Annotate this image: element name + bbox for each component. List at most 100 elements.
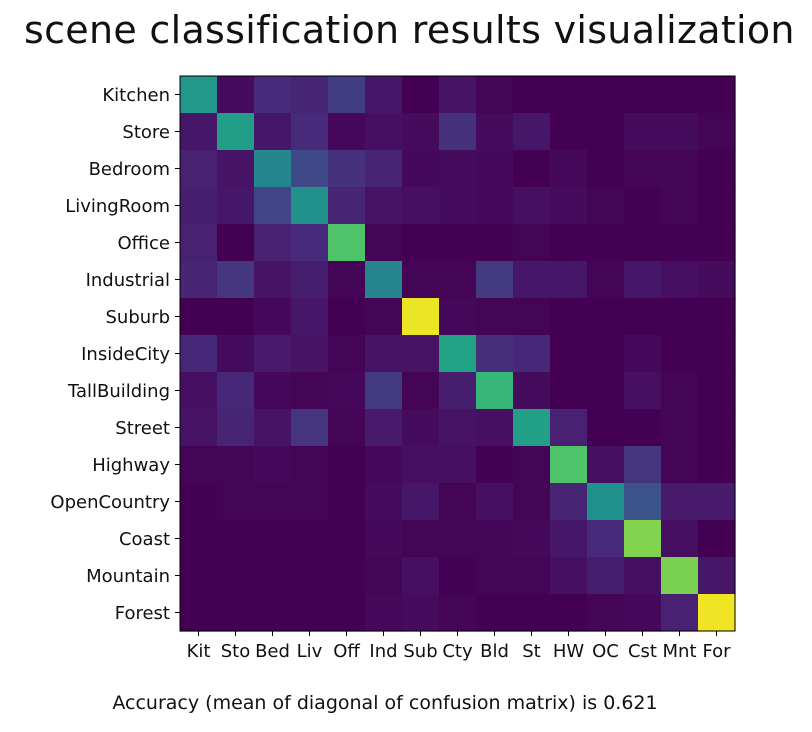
- heatmap-cell: [550, 594, 588, 632]
- heatmap-cell: [217, 594, 255, 632]
- heatmap-cell: [624, 483, 662, 521]
- heatmap-cell: [624, 150, 662, 188]
- heatmap-cell: [291, 483, 329, 521]
- heatmap-cell: [328, 483, 366, 521]
- heatmap-cell: [550, 113, 588, 151]
- heatmap-cell: [698, 187, 736, 225]
- heatmap-cell: [661, 113, 699, 151]
- heatmap-cell: [328, 594, 366, 632]
- heatmap-cell: [550, 76, 588, 114]
- y-tick-label: Kitchen: [102, 85, 170, 106]
- heatmap-cell: [624, 187, 662, 225]
- heatmap-cell: [402, 76, 440, 114]
- heatmap-cell: [661, 372, 699, 410]
- y-tick-label: Forest: [115, 603, 170, 624]
- heatmap-cell: [180, 261, 218, 299]
- y-tick-label: Highway: [92, 455, 170, 476]
- heatmap-cell: [254, 520, 292, 558]
- y-tick-label: OpenCountry: [50, 492, 170, 513]
- heatmap-cell: [550, 224, 588, 262]
- heatmap-cell: [291, 224, 329, 262]
- heatmap-cell: [661, 483, 699, 521]
- heatmap-cell: [513, 187, 551, 225]
- heatmap-cell: [513, 298, 551, 336]
- heatmap-cell: [513, 446, 551, 484]
- heatmap-cell: [624, 298, 662, 336]
- heatmap-cell: [254, 483, 292, 521]
- heatmap-cell: [365, 372, 403, 410]
- heatmap-cell: [328, 150, 366, 188]
- heatmap-cell: [513, 594, 551, 632]
- heatmap-cell: [254, 446, 292, 484]
- heatmap-cell: [439, 113, 477, 151]
- heatmap-cell: [476, 520, 514, 558]
- heatmap-cell: [698, 224, 736, 262]
- heatmap-cell: [476, 224, 514, 262]
- heatmap-cell: [661, 76, 699, 114]
- heatmap-cell: [180, 187, 218, 225]
- heatmap-cell: [402, 409, 440, 447]
- heatmap-cell: [476, 298, 514, 336]
- heatmap-cell: [513, 76, 551, 114]
- x-tick-label: Bld: [480, 641, 509, 662]
- heatmap-cell: [365, 150, 403, 188]
- heatmap-cell: [661, 261, 699, 299]
- heatmap-cell: [698, 372, 736, 410]
- heatmap-cell: [439, 335, 477, 373]
- heatmap-cell: [217, 409, 255, 447]
- heatmap-cell: [587, 520, 625, 558]
- y-tick-label: Coast: [119, 529, 170, 550]
- heatmap-cell: [254, 298, 292, 336]
- heatmap-cell: [217, 557, 255, 595]
- heatmap-cell: [217, 261, 255, 299]
- heatmap-cell: [698, 483, 736, 521]
- heatmap-cell: [402, 261, 440, 299]
- heatmap-cell: [587, 335, 625, 373]
- x-tick-label: Cty: [442, 641, 473, 662]
- heatmap-cell: [254, 187, 292, 225]
- heatmap-cell: [254, 594, 292, 632]
- heatmap-cell: [476, 76, 514, 114]
- heatmap-cell: [365, 557, 403, 595]
- heatmap-cells: [180, 76, 736, 632]
- heatmap-cell: [624, 76, 662, 114]
- heatmap-cell: [439, 594, 477, 632]
- y-tick-label: LivingRoom: [65, 196, 170, 217]
- heatmap-cell: [291, 261, 329, 299]
- heatmap-cell: [328, 261, 366, 299]
- heatmap-cell: [439, 187, 477, 225]
- heatmap-cell: [291, 557, 329, 595]
- heatmap-cell: [661, 557, 699, 595]
- heatmap-cell: [550, 261, 588, 299]
- heatmap-cell: [180, 483, 218, 521]
- heatmap-cell: [402, 113, 440, 151]
- heatmap-cell: [624, 261, 662, 299]
- heatmap-cell: [328, 520, 366, 558]
- heatmap-cell: [587, 372, 625, 410]
- heatmap-cell: [180, 557, 218, 595]
- heatmap-cell: [328, 335, 366, 373]
- heatmap-cell: [328, 76, 366, 114]
- heatmap-cell: [624, 224, 662, 262]
- x-tick-label: Sub: [403, 641, 437, 662]
- heatmap-cell: [217, 113, 255, 151]
- heatmap-cell: [698, 409, 736, 447]
- heatmap-cell: [624, 446, 662, 484]
- heatmap-cell: [254, 150, 292, 188]
- x-tick-label: Bed: [255, 641, 290, 662]
- page-title: scene classification results visualizati…: [24, 8, 795, 52]
- heatmap-cell: [661, 520, 699, 558]
- heatmap-cell: [624, 557, 662, 595]
- heatmap-cell: [698, 150, 736, 188]
- heatmap-cell: [476, 594, 514, 632]
- y-tick-label: Suburb: [106, 307, 171, 328]
- heatmap-cell: [550, 557, 588, 595]
- heatmap-cell: [180, 594, 218, 632]
- y-tick-label: Bedroom: [89, 159, 170, 180]
- heatmap-cell: [661, 298, 699, 336]
- heatmap-cell: [365, 594, 403, 632]
- heatmap-cell: [476, 557, 514, 595]
- heatmap-cell: [550, 446, 588, 484]
- heatmap-cell: [698, 76, 736, 114]
- heatmap-cell: [439, 150, 477, 188]
